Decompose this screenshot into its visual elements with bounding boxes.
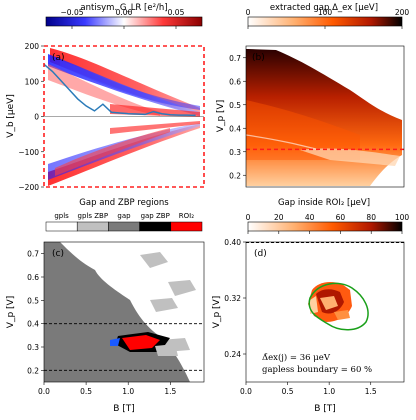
colorbar-b-tick-label: 0 <box>246 8 251 17</box>
panel-c-ytick-tick-label: 0.6 <box>27 273 39 282</box>
panel-d-xtick-tick-label: 0.5 <box>282 387 294 396</box>
panel-c-frame <box>43 241 205 383</box>
panel-c-ytick-tick-label: 0.3 <box>27 343 39 352</box>
panel-a-ytick-tick-label: 100 <box>25 77 40 86</box>
panel-d-ytick-tick-label: 0.32 <box>224 294 241 303</box>
panel-a: antisym. G_LR [e²/h] −0.05 0.00 0.05 (a) 2… <box>6 3 205 192</box>
colorbar-d-tick-label: 40 <box>305 213 315 222</box>
colorbar-d-tick-label: 100 <box>395 213 410 222</box>
panel-d-xtick-tick-label: 1.5 <box>365 387 377 396</box>
colorbar-c-title: Gap and ZBP regions <box>79 198 169 208</box>
colorbar-b-title: extracted gap Δ_ex [μeV] <box>270 3 378 13</box>
panel-b-ytick-tick-label: 0.3 <box>229 148 241 157</box>
panel-c-ytick-tick-label: 0.5 <box>27 296 39 305</box>
panel-d-yticks: 0.40 0.32 0.24 <box>224 238 246 359</box>
colorbar-a <box>45 16 203 27</box>
heatmap-a <box>44 46 204 187</box>
colorbar-c-swatch <box>139 221 172 232</box>
panel-label-d: (d) <box>254 249 267 259</box>
panel-b-yticks: 0.7 0.6 0.5 0.4 0.3 0.2 <box>229 54 246 180</box>
panel-c-xticks: 0.0 0.5 1.0 1.5 <box>38 382 177 396</box>
colorbar-c-label: gap ZBP <box>141 212 170 220</box>
panel-d-ylabel: V_p [V] <box>212 296 222 328</box>
gap-curve <box>43 63 196 117</box>
colorbar-c-swatch <box>170 221 203 232</box>
colorbar-c-label: gap <box>117 212 131 220</box>
panel-c-xtick-tick-label: 1.0 <box>122 387 134 396</box>
panel-c-xtick-tick-label: 0.5 <box>80 387 92 396</box>
panel-c-xtick-tick-label: 1.5 <box>164 387 176 396</box>
colorbar-c-label: ROI₂ <box>179 212 194 220</box>
panel-c: Gap and ZBP regions gpls gpls ZBP gap gap Z… <box>6 198 205 414</box>
panel-b-frame <box>245 45 405 188</box>
colorbar-d-tick-label: 80 <box>366 213 376 222</box>
panel-d: Gap inside ROI₂ [μeV] 0 20 40 60 80 100 (d) Δ… <box>212 198 409 414</box>
heatmap-b <box>245 46 404 187</box>
panel-a-ytick-tick-label: −200 <box>18 183 39 192</box>
panel-a-frame <box>43 45 205 188</box>
panel-b: extracted gap Δ_ex [μeV] 0 100 200 (b) 0.7… <box>216 3 410 188</box>
panel-b-ylabel: V_p [V] <box>216 100 226 132</box>
panel-label-a: (a) <box>52 53 65 63</box>
colorbar-c-swatch <box>45 221 78 232</box>
colorbar-c-label: gpls ZBP <box>78 212 109 220</box>
panel-c-ytick-tick-label: 0.2 <box>27 366 39 375</box>
panel-b-ytick-tick-label: 0.7 <box>229 54 241 63</box>
colorbar-b <box>247 16 403 27</box>
panel-d-ytick-tick-label: 0.24 <box>224 350 241 359</box>
colorbar-c-label: gpls <box>54 212 69 220</box>
panel-c-ytick-tick-label: 0.4 <box>27 320 39 329</box>
panel-d-xticks: 0.0 0.5 1.0 1.5 <box>240 382 377 396</box>
panel-d-xtick-tick-label: 1.0 <box>323 387 335 396</box>
panel-label-c: (c) <box>52 249 64 259</box>
annotation-gap: Δ̄ex(j) = 36 μeV <box>262 352 331 363</box>
colorbar-a-ticks: −0.05 0.00 0.05 <box>61 8 185 29</box>
panel-d-xtick-tick-label: 0.0 <box>240 387 252 396</box>
colorbar-a-tick-label: 0.00 <box>116 8 133 17</box>
panel-label-b: (b) <box>252 53 265 63</box>
colorbar-a-title: antisym. G_LR [e²/h] <box>80 3 167 13</box>
panel-c-ytick-tick-label: 0.7 <box>27 250 39 259</box>
colorbar-b-tick-label: 200 <box>395 8 410 17</box>
panel-c-xtick-tick-label: 0.0 <box>38 387 50 396</box>
panel-a-yticks: 200 100 0 −100 −200 <box>18 42 44 192</box>
panel-c-xlabel: B [T] <box>113 404 135 414</box>
panel-d-ytick-tick-label: 0.40 <box>224 238 241 247</box>
colorbar-a-tick-label: −0.05 <box>61 8 84 17</box>
panel-c-yticks: 0.7 0.6 0.5 0.4 0.3 0.2 <box>27 250 44 375</box>
heatmap-d <box>246 242 404 382</box>
colorbar-d-tick-label: 0 <box>246 213 251 222</box>
panel-a-ylabel: V_b [μeV] <box>6 94 16 138</box>
panel-a-ytick-tick-label: 0 <box>34 113 39 122</box>
heatmap-c <box>44 242 204 382</box>
panel-c-ylabel: V_p [V] <box>6 296 16 328</box>
colorbar-c-swatch <box>76 221 109 232</box>
panel-a-ytick-tick-label: 200 <box>25 42 40 51</box>
colorbar-d-title: Gap inside ROI₂ [μeV] <box>278 198 370 208</box>
colorbar-d-tick-label: 20 <box>274 213 284 222</box>
panel-b-ytick-tick-label: 0.6 <box>229 77 241 86</box>
gapless-boundary <box>308 282 369 331</box>
colorbar-b-ticks: 0 100 200 <box>246 8 410 29</box>
panel-b-ytick-tick-label: 0.4 <box>229 124 241 133</box>
colorbar-b-tick-label: 100 <box>318 8 333 17</box>
colorbar-d-tick-label: 60 <box>336 213 346 222</box>
colorbar-c-labels: gpls gpls ZBP gap gap ZBP ROI₂ <box>54 212 194 220</box>
annotation-boundary: gapless boundary = 60 % <box>262 365 372 375</box>
panel-d-xlabel: B [T] <box>314 404 336 414</box>
panel-a-ytick-tick-label: −100 <box>18 148 39 157</box>
colorbar-a-tick-label: 0.05 <box>168 8 185 17</box>
panel-b-ytick-tick-label: 0.2 <box>229 171 241 180</box>
colorbar-d-ticks: 0 20 40 60 80 100 <box>246 213 410 234</box>
panel-b-ytick-tick-label: 0.5 <box>229 101 241 110</box>
panel-d-frame <box>245 241 405 383</box>
colorbar-c-swatch <box>108 221 140 232</box>
colorbar-c <box>45 221 203 232</box>
colorbar-d <box>247 221 403 232</box>
